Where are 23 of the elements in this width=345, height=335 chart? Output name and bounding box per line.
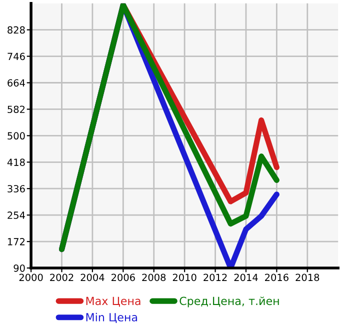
x-tick-label: 2010 bbox=[172, 274, 196, 282]
legend-label: Min Цена bbox=[86, 312, 138, 324]
y-tick-label: 664 bbox=[8, 79, 25, 87]
x-tick-label: 2018 bbox=[296, 274, 320, 282]
x-tick-label: 2002 bbox=[50, 274, 74, 282]
y-tick-label: 582 bbox=[8, 106, 25, 114]
x-tick-label: 2006 bbox=[112, 274, 135, 282]
x-tick-label: 2000 bbox=[19, 274, 43, 282]
y-tick-label: 418 bbox=[7, 158, 25, 166]
x-tick-label: 2016 bbox=[265, 274, 288, 282]
y-tick-label: 828 bbox=[8, 26, 25, 34]
x-tick-label: 2008 bbox=[142, 274, 166, 282]
y-tick-label: 746 bbox=[8, 52, 25, 60]
x-tick-label: 2014 bbox=[234, 274, 258, 282]
legend-label: Сред.Цена, т.йен bbox=[180, 296, 279, 308]
y-tick-label: 90 bbox=[14, 264, 25, 272]
legend-label: Max Цена bbox=[86, 296, 140, 307]
x-tick-label: 2012 bbox=[204, 274, 227, 282]
x-tick-label: 2004 bbox=[80, 274, 104, 282]
y-tick-label: 172 bbox=[8, 238, 25, 246]
y-tick-label: 500 bbox=[8, 132, 25, 140]
y-tick-label: 254 bbox=[8, 212, 25, 219]
y-tick-label: 336 bbox=[8, 185, 25, 192]
